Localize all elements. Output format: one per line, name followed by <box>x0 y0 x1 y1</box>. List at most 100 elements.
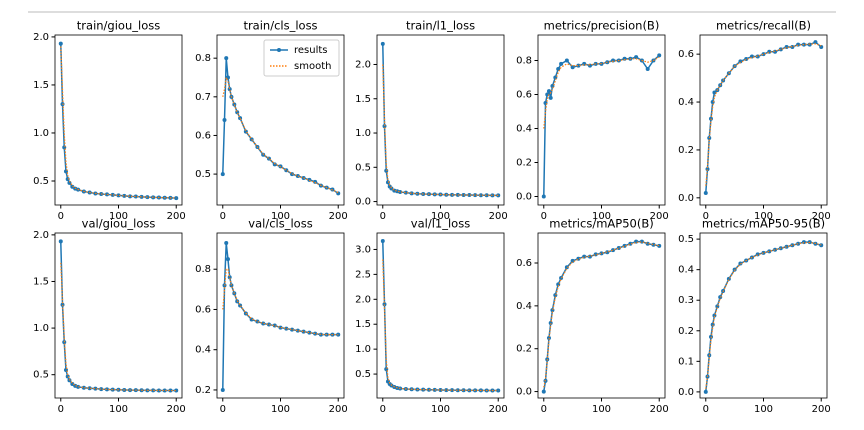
marker <box>467 193 472 198</box>
x-tick-label: 200 <box>489 211 508 222</box>
marker <box>703 389 708 394</box>
marker <box>767 249 772 254</box>
axes-frame <box>699 34 828 206</box>
results-line <box>382 240 499 392</box>
y-tick-label: 0.1 <box>678 356 694 367</box>
y-tick-label: 0.4 <box>516 301 532 312</box>
marker <box>295 174 300 179</box>
x-tick-label: 200 <box>650 211 669 222</box>
x-tick-label: 200 <box>167 404 186 415</box>
x-tick-label: 100 <box>592 404 611 415</box>
marker <box>461 192 466 197</box>
marker <box>755 54 760 59</box>
marker <box>773 247 778 252</box>
marker <box>224 56 229 61</box>
marker <box>224 241 229 246</box>
marker <box>738 59 743 64</box>
marker <box>382 302 387 307</box>
smooth-line <box>705 241 822 389</box>
results-line <box>60 43 177 199</box>
y-tick-label: 0.5 <box>355 162 371 173</box>
smooth-line <box>543 56 660 129</box>
marker <box>104 192 109 197</box>
y-tick-label: 2.0 <box>355 59 371 70</box>
marker <box>599 251 604 256</box>
marker <box>389 186 394 191</box>
marker <box>657 53 662 58</box>
marker <box>284 326 289 331</box>
y-tick-label: 0.0 <box>355 197 371 208</box>
marker <box>81 385 86 390</box>
legend-box <box>263 39 340 77</box>
y-tick-label: 1.0 <box>355 344 371 355</box>
y-tick-label: 0.7 <box>195 92 211 103</box>
marker <box>778 246 783 251</box>
y-tick-label: 0.4 <box>195 345 211 356</box>
y-tick-label: 0.2 <box>516 344 532 355</box>
marker <box>229 283 234 288</box>
y-tick-label: 0.2 <box>678 326 694 337</box>
chart-title: metrics/recall(B) <box>716 19 811 33</box>
marker <box>225 257 230 262</box>
x-tick-label: 0 <box>380 211 386 222</box>
marker <box>313 331 318 336</box>
marker <box>133 194 138 199</box>
x-tick-label: 100 <box>271 404 290 415</box>
marker <box>761 52 766 57</box>
chart-title: metrics/precision(B) <box>544 19 660 33</box>
marker <box>261 152 266 157</box>
y-tick-label: 0.5 <box>33 370 49 381</box>
results-line <box>705 41 822 194</box>
y-tick-label: 2.0 <box>33 230 49 241</box>
marker <box>382 124 387 129</box>
marker <box>58 41 63 46</box>
marker <box>710 322 715 327</box>
x-tick-label: 0 <box>380 404 386 415</box>
marker <box>490 193 495 198</box>
legend-label: results <box>294 45 328 56</box>
marker <box>444 388 449 393</box>
marker <box>272 162 277 167</box>
y-tick-label: 1.5 <box>33 80 49 91</box>
marker <box>168 388 173 393</box>
y-tick-label: 0.3 <box>678 295 694 306</box>
marker <box>784 244 789 249</box>
x-tick-label: 0 <box>541 211 547 222</box>
y-tick-label: 0.5 <box>33 176 49 187</box>
chart-title: val/giou_loss <box>82 217 156 231</box>
y-tick-label: 0.8 <box>195 53 211 64</box>
x-tick-label: 200 <box>329 404 348 415</box>
marker <box>796 241 801 246</box>
marker <box>110 192 115 197</box>
marker <box>718 295 723 300</box>
marker <box>432 387 437 392</box>
marker <box>380 41 385 46</box>
marker <box>93 386 98 391</box>
marker <box>162 388 167 393</box>
marker <box>227 87 232 92</box>
results-line <box>382 43 499 197</box>
axes-frame <box>537 34 666 206</box>
marker <box>295 328 300 333</box>
results-line <box>60 241 177 392</box>
x-tick-label: 0 <box>703 211 709 222</box>
y-tick-label: 1.5 <box>355 94 371 105</box>
marker <box>87 386 92 391</box>
axes-frame <box>699 232 828 399</box>
x-tick-label: 0 <box>58 211 64 222</box>
chart-title: metrics/mAP50(B) <box>549 217 653 231</box>
axes-frame <box>216 232 345 399</box>
axes-frame <box>54 232 183 399</box>
y-tick-label: 0.4 <box>678 97 694 108</box>
marker <box>645 67 650 71</box>
marker <box>703 191 708 196</box>
y-tick-label: 1.5 <box>355 319 371 330</box>
marker <box>70 382 75 387</box>
marker <box>156 388 161 393</box>
y-tick-label: 0.6 <box>195 304 211 315</box>
x-tick-label: 200 <box>489 404 508 415</box>
axes-frame <box>54 34 183 206</box>
marker <box>564 265 569 270</box>
y-tick-label: 2.0 <box>33 32 49 43</box>
